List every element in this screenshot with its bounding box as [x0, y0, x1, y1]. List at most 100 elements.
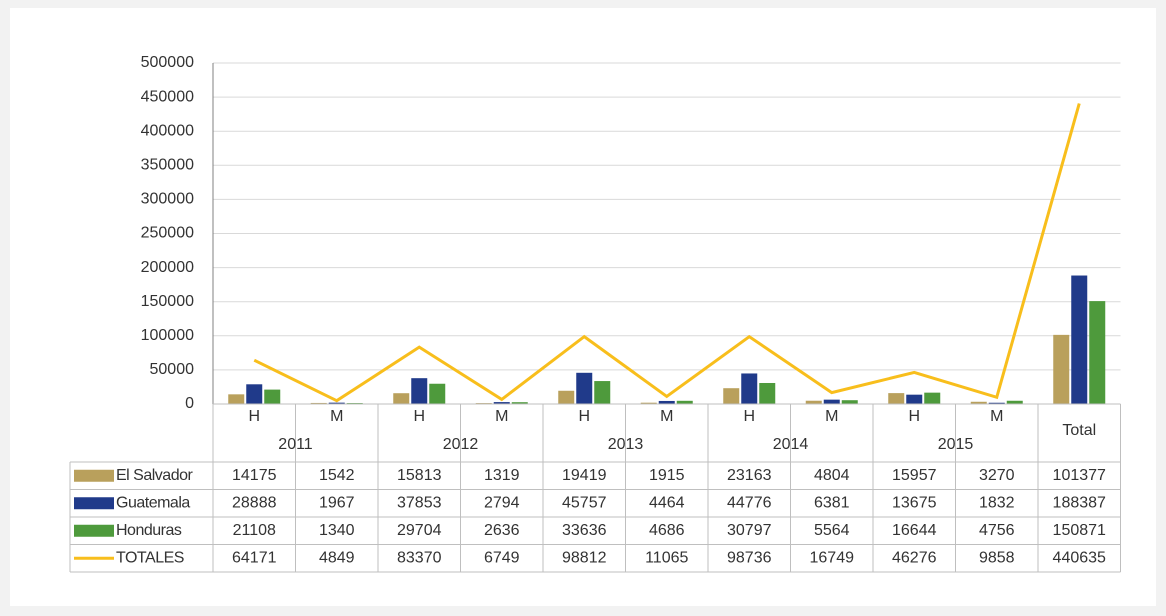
table-value: 4756 [979, 522, 1015, 539]
table-value: 29704 [397, 522, 442, 539]
bar [676, 400, 693, 404]
y-tick-label: 150000 [141, 293, 194, 310]
table-value: 3270 [979, 467, 1015, 484]
bar [1089, 301, 1106, 404]
y-tick-label: 500000 [141, 54, 194, 71]
bar [328, 402, 345, 404]
y-tick-label: 0 [185, 395, 194, 412]
bar [493, 402, 510, 404]
table-value: 46276 [892, 549, 937, 566]
table-value: 16749 [810, 549, 855, 566]
bar [429, 383, 446, 404]
bar [594, 381, 611, 404]
bar [658, 400, 675, 404]
bar [310, 402, 327, 404]
x-tick-label: H [743, 408, 755, 425]
bar [264, 389, 281, 404]
bar [246, 384, 263, 404]
legend-key [74, 524, 114, 537]
x-tick-label: H [248, 408, 260, 425]
table-value: 30797 [727, 522, 772, 539]
group-label: Total [1062, 422, 1096, 439]
table-value: 16644 [892, 522, 937, 539]
table-value: 4686 [649, 522, 685, 539]
bar [511, 402, 528, 404]
table-value: 2794 [484, 494, 520, 511]
bar [1071, 275, 1088, 404]
table-value: 98812 [562, 549, 607, 566]
table-value: 15813 [397, 467, 442, 484]
legend-key [74, 497, 114, 510]
bar [228, 394, 245, 404]
table-value: 150871 [1053, 522, 1106, 539]
bar [411, 378, 428, 404]
y-tick-label: 450000 [141, 88, 194, 105]
table-value: 1967 [319, 494, 355, 511]
bar [1006, 400, 1023, 404]
x-tick-label: M [660, 408, 673, 425]
y-tick-label: 50000 [150, 361, 195, 378]
bar [723, 388, 740, 404]
table-value: 45757 [562, 494, 607, 511]
bar [741, 373, 758, 404]
table-value: 98736 [727, 549, 772, 566]
y-tick-label: 400000 [141, 122, 194, 139]
table-value: 1915 [649, 467, 685, 484]
group-label: 2014 [773, 436, 809, 453]
bar [1053, 334, 1070, 404]
group-label: 2013 [608, 436, 644, 453]
bar [558, 390, 575, 404]
group-label: 2015 [938, 436, 974, 453]
group-label: 2011 [278, 436, 313, 453]
table-value: 1542 [319, 467, 355, 484]
table-value: 64171 [232, 549, 277, 566]
y-tick-label: 350000 [141, 157, 194, 174]
table-value: 188387 [1053, 494, 1106, 511]
legend-label: Honduras [116, 522, 182, 539]
x-tick-label: M [990, 408, 1003, 425]
bar [759, 382, 776, 404]
table-value: 1340 [319, 522, 355, 539]
x-tick-label: H [578, 408, 590, 425]
bar [823, 399, 840, 404]
table-value: 440635 [1053, 549, 1106, 566]
y-tick-label: 250000 [141, 225, 194, 242]
x-tick-label: H [413, 408, 425, 425]
table-value: 101377 [1053, 467, 1106, 484]
table-value: 5564 [814, 522, 850, 539]
table-value: 14175 [232, 467, 277, 484]
bar [906, 394, 923, 404]
bar [393, 393, 410, 404]
bar [640, 402, 657, 404]
y-tick-label: 100000 [141, 327, 194, 344]
table-value: 21108 [233, 522, 276, 539]
legend-label: El Salvador [116, 467, 193, 484]
y-tick-label: 300000 [141, 191, 194, 208]
x-tick-label: H [908, 408, 920, 425]
line [253, 103, 1081, 403]
bar [805, 400, 822, 404]
table-value: 37853 [397, 494, 442, 511]
legend-label: Guatemala [116, 494, 190, 511]
table-value: 19419 [562, 467, 607, 484]
bar [888, 393, 905, 404]
bar [841, 400, 858, 404]
table-value: 44776 [727, 494, 772, 511]
bar [924, 392, 941, 404]
chart-panel [10, 8, 1156, 606]
table-value: 1832 [979, 494, 1015, 511]
table-value: 33636 [562, 522, 607, 539]
table-value: 6749 [484, 549, 520, 566]
table-value: 4849 [319, 549, 355, 566]
bar [970, 401, 987, 404]
table-value: 4804 [814, 467, 850, 484]
table-value: 2636 [484, 522, 520, 539]
x-tick-label: M [330, 408, 343, 425]
table-value: 9858 [979, 549, 1015, 566]
table-value: 15957 [892, 467, 937, 484]
legend-key [74, 469, 114, 482]
table-value: 13675 [892, 494, 937, 511]
table-value: 23163 [727, 467, 772, 484]
